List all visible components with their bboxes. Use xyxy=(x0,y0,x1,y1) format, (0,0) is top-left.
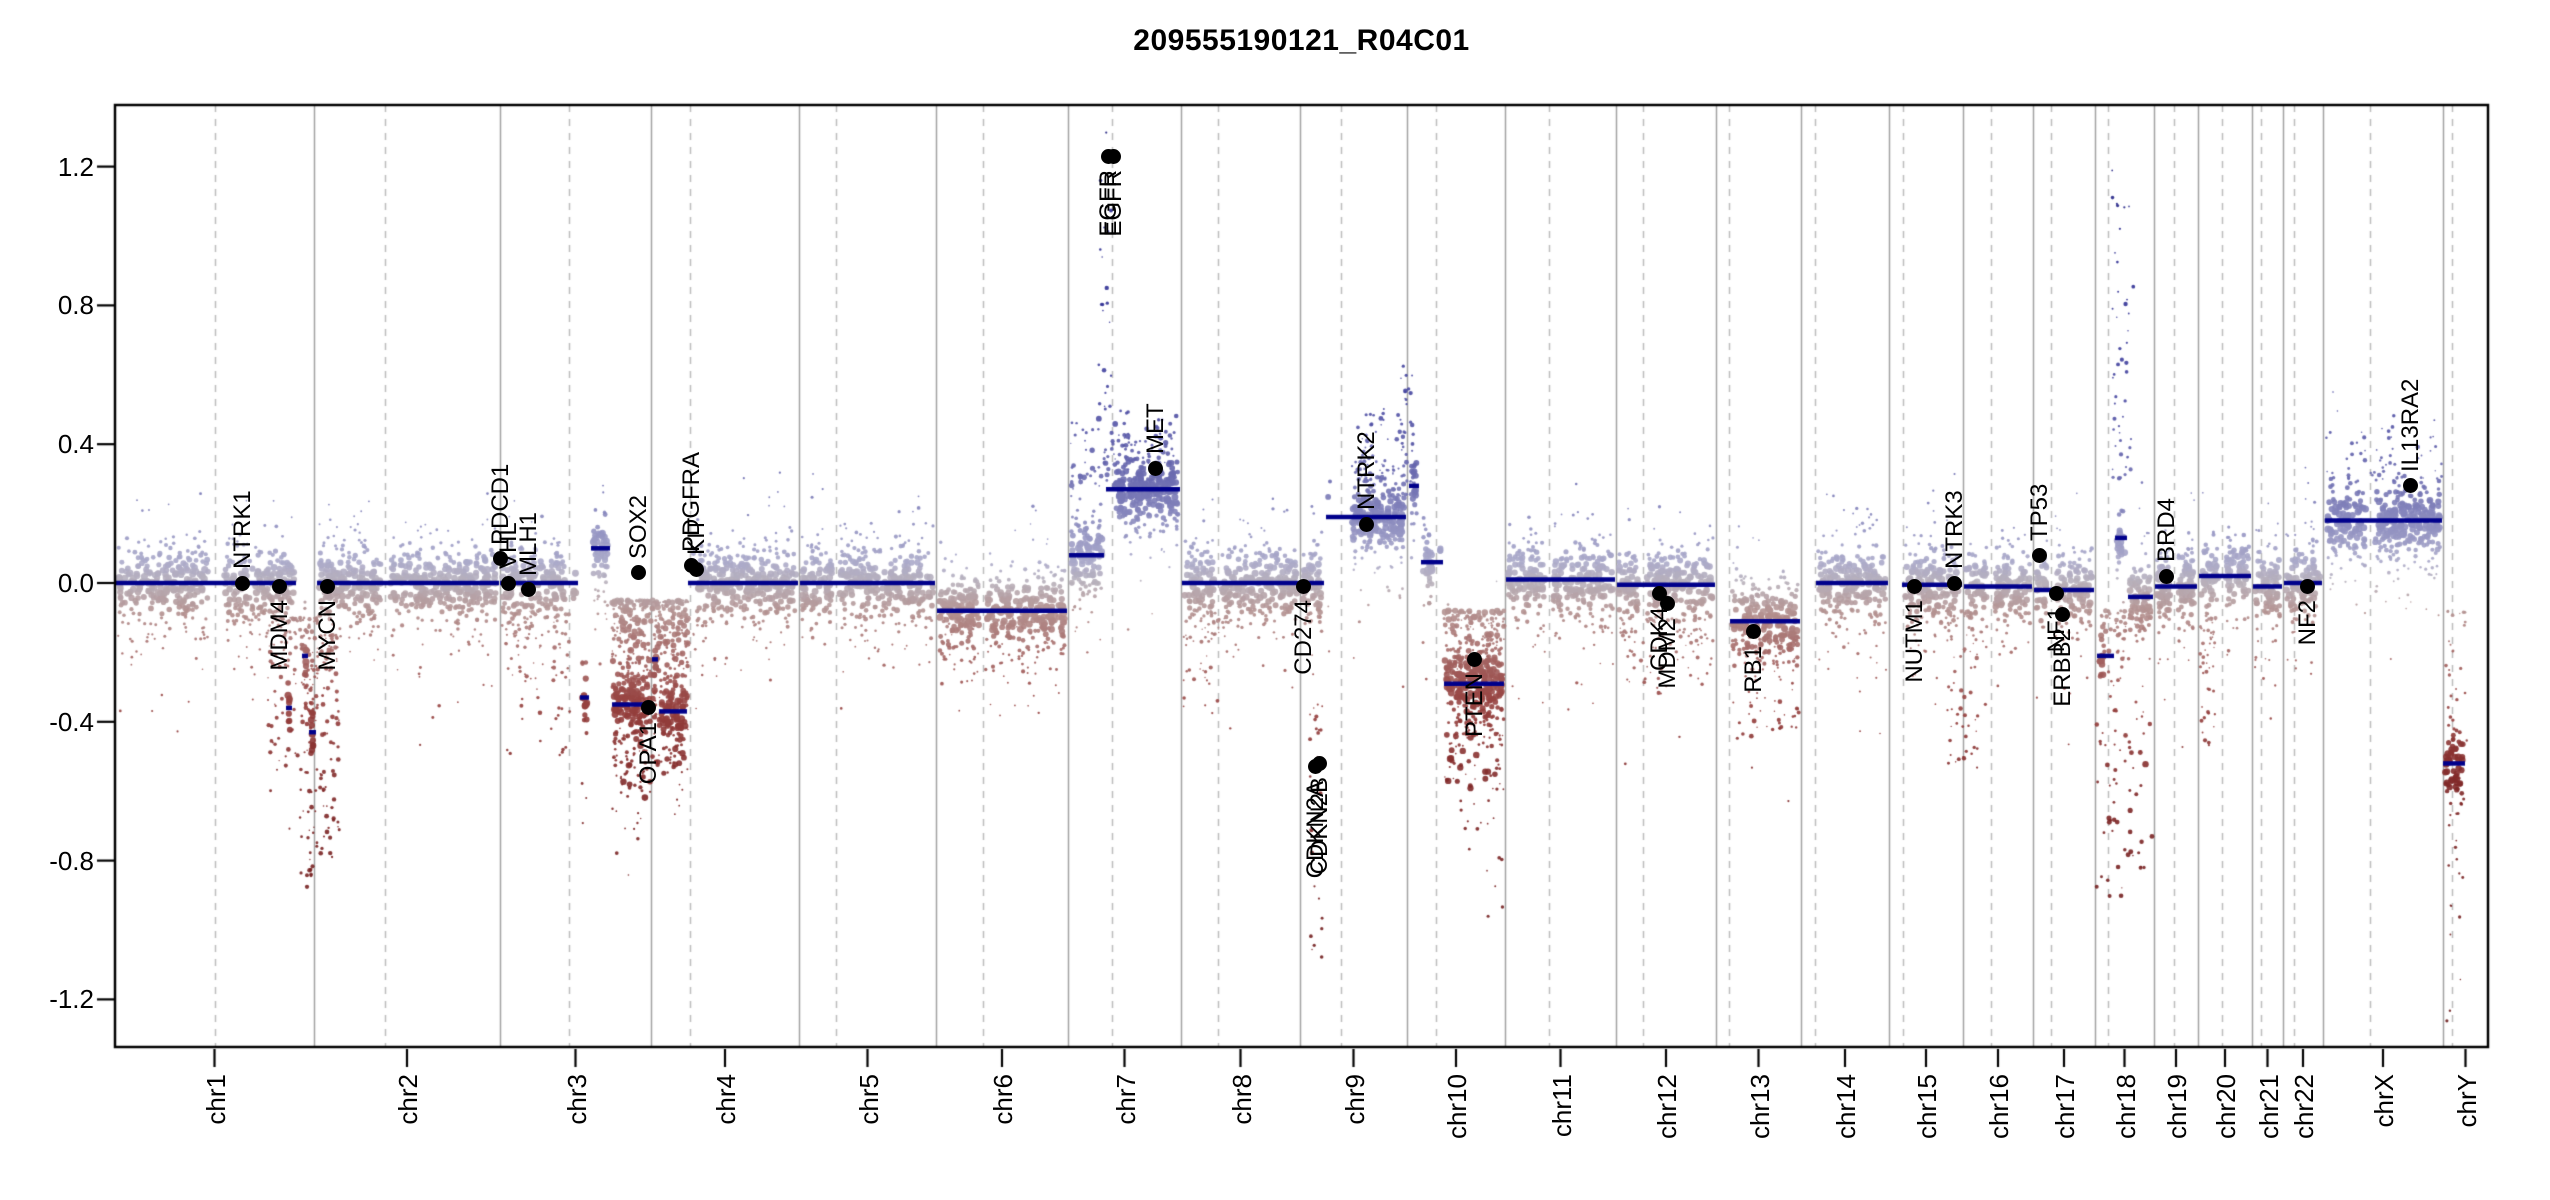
gene-marker-NTRK3-22 xyxy=(1946,575,1962,591)
gene-label-OPA1-7: OPA1 xyxy=(635,721,662,785)
chr-label-chr4: chr4 xyxy=(711,1074,741,1125)
chr-label-chr19: chr19 xyxy=(2162,1074,2192,1140)
chr-label-chr14: chr14 xyxy=(1831,1074,1861,1140)
gene-label-SOX2-6: SOX2 xyxy=(625,494,652,559)
gene-marker-MLH1-5 xyxy=(520,582,536,598)
gene-marker-BRD4-26 xyxy=(2158,568,2174,584)
gene-label-IL13RA2-28: IL13RA2 xyxy=(2397,378,2424,472)
gene-marker-CD274-13 xyxy=(1295,578,1311,594)
gene-label-MET-12: MET xyxy=(1142,403,1169,455)
chr-label-chr17: chr17 xyxy=(2050,1074,2080,1140)
chr-label-chr21: chr21 xyxy=(2253,1074,2284,1140)
y-tick-label-0.4: 0.4 xyxy=(57,429,94,460)
gene-marker-VHL-4 xyxy=(500,575,516,591)
gene-label-ERBB2-25: ERBB2 xyxy=(2049,628,2076,707)
gene-marker-TP53-23 xyxy=(2031,547,2047,563)
gene-label-TP53-23: TP53 xyxy=(2026,483,2053,542)
chr-label-chr8: chr8 xyxy=(1226,1074,1257,1125)
y-tick-label-0.0: 0.0 xyxy=(57,568,94,598)
chr-label-chr22: chr22 xyxy=(2289,1074,2319,1140)
gene-marker-IL13RA2-28 xyxy=(2402,478,2418,494)
chr-label-chr18: chr18 xyxy=(2110,1074,2141,1140)
gene-marker-NUTM1-21 xyxy=(1906,578,1922,594)
gene-label-NTRK2-16: NTRK2 xyxy=(1353,431,1380,510)
chr-label-chr15: chr15 xyxy=(1912,1074,1942,1140)
gene-marker-NF1-24 xyxy=(2048,585,2064,601)
gene-marker-MYCN-2 xyxy=(319,578,335,594)
chr-label-chr12: chr12 xyxy=(1652,1074,1682,1140)
chr-label-chr10: chr10 xyxy=(1442,1074,1472,1140)
gene-label-PTEN-17: PTEN xyxy=(1461,673,1488,738)
gene-marker-EGFR-11 xyxy=(1105,148,1121,164)
gene-label-NTRK1-0: NTRK1 xyxy=(229,490,256,569)
y-tick-label--1.2: -1.2 xyxy=(49,984,94,1015)
y-tick-label--0.8: -0.8 xyxy=(49,845,94,876)
gene-marker-PTEN-17 xyxy=(1466,651,1482,667)
gene-label-NF2-27: NF2 xyxy=(2294,600,2321,646)
chr-label-chr5: chr5 xyxy=(853,1074,884,1125)
gene-label-CD274-13: CD274 xyxy=(1290,600,1317,676)
chr-label-chr13: chr13 xyxy=(1744,1074,1775,1140)
chr-label-chr1: chr1 xyxy=(200,1074,231,1125)
gene-marker-MET-12 xyxy=(1147,460,1163,476)
gene-marker-ERBB2-25 xyxy=(2054,606,2070,622)
gene-marker-OPA1-7 xyxy=(640,700,656,716)
gene-label-NTRK3-22: NTRK3 xyxy=(1941,490,1968,569)
chr-label-chr3: chr3 xyxy=(561,1074,592,1125)
chr-label-chrX: chrX xyxy=(2369,1074,2399,1128)
gene-marker-NF2-27 xyxy=(2299,578,2315,594)
gene-label-RB1-20: RB1 xyxy=(1740,645,1767,693)
gene-marker-MDM2-19 xyxy=(1659,596,1675,612)
gene-marker-RB1-20 xyxy=(1745,624,1761,640)
gene-label-MLH1-5: MLH1 xyxy=(515,511,542,576)
chr-label-chrY: chrY xyxy=(2451,1074,2482,1128)
y-tick-label--0.4: -0.4 xyxy=(49,706,94,737)
chr-label-chr16: chr16 xyxy=(1984,1074,2014,1140)
chr-label-chr7: chr7 xyxy=(1110,1074,1141,1125)
gene-marker-SOX2-6 xyxy=(630,565,646,581)
gene-label-BRD4-26: BRD4 xyxy=(2153,498,2180,563)
gene-label-MYCN-2: MYCN xyxy=(314,600,341,672)
gene-label-MDM2-19: MDM2 xyxy=(1654,617,1681,689)
chr-label-chr2: chr2 xyxy=(393,1074,423,1125)
gene-label-MDM4-1: MDM4 xyxy=(266,600,293,672)
gene-label-EGFR-11: EGFR xyxy=(1100,170,1127,237)
y-tick-label-1.2: 1.2 xyxy=(57,151,94,182)
gene-marker-PDCD1-3 xyxy=(492,551,508,567)
gene-label-CDKN2B-15: CDKN2B xyxy=(1306,777,1333,875)
chr-label-chr9: chr9 xyxy=(1339,1074,1370,1125)
chr-label-chr11: chr11 xyxy=(1546,1074,1577,1138)
gene-marker-NTRK2-16 xyxy=(1358,516,1374,532)
gene-marker-MDM4-1 xyxy=(271,578,287,594)
y-tick-label-0.8: 0.8 xyxy=(57,290,94,321)
plot-title: 209555190121_R04C01 xyxy=(1133,24,1470,57)
chr-label-chr20: chr20 xyxy=(2211,1074,2241,1140)
gene-label-KIT-9: KIT xyxy=(683,517,710,556)
chr-label-chr6: chr6 xyxy=(988,1074,1018,1125)
gene-marker-NTRK1-0 xyxy=(234,575,250,591)
gene-marker-CDKN2B-15 xyxy=(1311,755,1327,771)
gene-label-NUTM1-21: NUTM1 xyxy=(1901,600,1928,684)
gene-marker-KIT-9 xyxy=(688,561,704,577)
